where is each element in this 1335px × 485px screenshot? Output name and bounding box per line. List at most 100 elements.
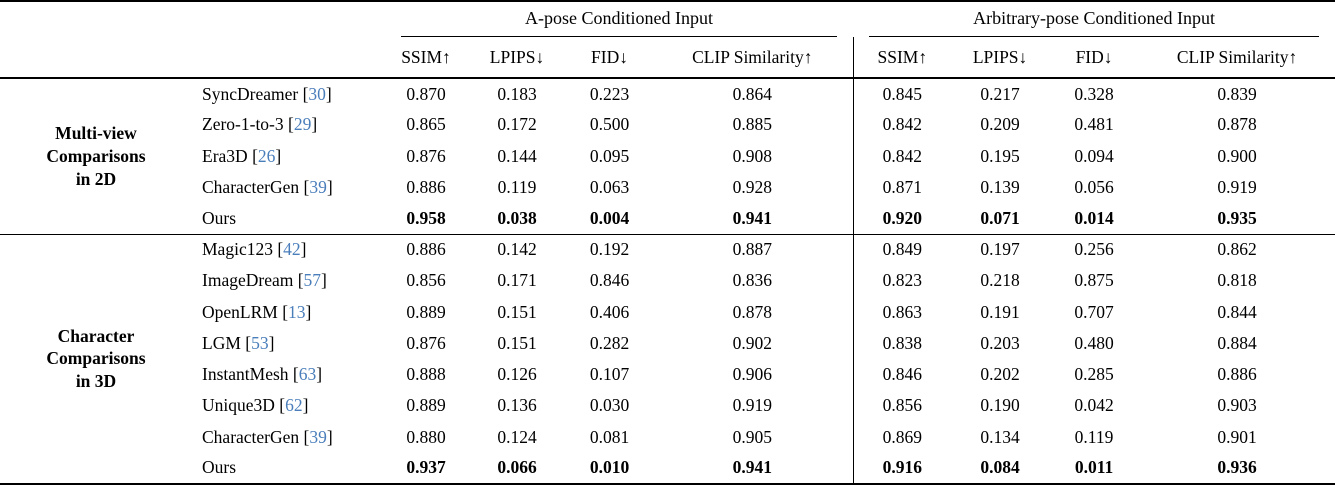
metric-value: 0.107 [589,364,630,385]
metric-value: 0.095 [589,145,630,166]
metric-value: 0.066 [497,457,537,478]
metric-value: 0.836 [732,270,772,291]
metric-value: 0.056 [1074,176,1114,197]
metric-value: 0.856 [852,390,952,422]
metric-value: 0.838 [852,327,952,359]
citation-bracket-open: [ [283,114,294,135]
metric-value: 0.889 [406,395,446,416]
method-cell: SyncDreamer [30] [192,78,385,109]
citation-bracket-close: ] [326,176,333,197]
table-header: A-pose Conditioned Input Arbitrary-pose … [0,1,1335,79]
citation-link[interactable]: 29 [293,114,312,135]
group-header-arbitrary: Arbitrary-pose Conditioned Input [853,1,1335,37]
row-group-label-line: Multi-view [55,123,137,144]
metric-header-arbitrary-2: FID↓ [1049,37,1140,79]
citation-link[interactable]: 53 [251,332,269,353]
metric-value: 0.849 [852,233,952,266]
citation-bracket-close: ] [302,395,309,416]
metric-value: 0.285 [1074,364,1114,385]
citation-bracket-close: ] [268,332,275,353]
metric-value: 0.480 [1074,332,1114,353]
metric-value: 0.094 [1074,145,1114,166]
group-header-arbitrary-rule: Arbitrary-pose Conditioned Input [869,6,1320,37]
metric-value: 0.004 [589,207,630,228]
metric-value: 0.038 [497,207,537,228]
metric-value: 0.839 [1217,83,1257,104]
table-row: CharacterGen [39] 0.880 0.124 0.081 0.905 0.8… [0,421,1335,453]
metric-value: 0.842 [852,140,952,172]
metric-value: 0.842 [852,109,952,141]
metric-value: 0.886 [385,233,467,266]
metric-value: 0.818 [1217,270,1257,291]
metric-value: 0.844 [1217,301,1257,322]
metric-value: 0.902 [732,332,772,353]
citation-bracket-open: [ [288,364,299,385]
method-name: InstantMesh [202,364,289,385]
citation-link[interactable]: 39 [309,176,327,197]
citation-link[interactable]: 39 [309,426,327,447]
metric-value: 0.901 [1217,426,1257,447]
table-row: Era3D [26] 0.876 0.144 0.095 0.908 0.842 0.195… [0,140,1335,172]
metric-value: 0.119 [1074,426,1114,447]
header-spacer-cell [0,1,385,37]
metric-value: 0.171 [497,270,537,291]
metric-value: 0.875 [1074,270,1114,291]
metric-value: 0.183 [497,83,537,104]
metric-value: 0.870 [406,83,446,104]
citation-link[interactable]: 62 [285,395,303,416]
citation-link[interactable]: 42 [283,239,301,260]
metric-value: 0.071 [980,207,1020,228]
metric-value: 0.928 [732,176,772,197]
citation-link[interactable]: 30 [308,83,326,104]
metric-value: 0.886 [406,176,446,197]
metric-value: 0.823 [852,265,952,297]
metric-value: 0.328 [1074,83,1114,104]
metric-value: 0.876 [406,145,446,166]
citation-link[interactable]: 13 [288,301,306,322]
row-group-label-line: Comparisons [46,348,146,369]
metric-value: 0.887 [652,233,854,266]
metric-value: 0.144 [497,145,537,166]
method-name: OpenLRM [202,301,278,322]
table-row: Ours 0.958 0.038 0.004 0.941 0.920 0.071 0.014 0… [0,202,1335,235]
metric-header-arbitrary-0: SSIM↑ [852,37,952,79]
table-body: Multi-view Comparisons in 2D SyncDreamer [3… [0,78,1335,484]
method-name: SyncDreamer [202,83,299,104]
metric-value: 0.941 [732,207,772,228]
citation-bracket-open: [ [272,239,284,260]
metric-header-arbitrary-1: LPIPS↓ [951,37,1050,79]
citation-bracket-close: ] [305,301,312,322]
metric-value: 0.136 [497,395,537,416]
table-row: Character Comparisons in 3D Magic123 [42] 0.… [0,233,1335,484]
metric-value: 0.202 [980,364,1020,385]
metric-value: 0.906 [732,364,772,385]
metric-value: 0.209 [980,114,1020,135]
method-name: Era3D [202,145,248,166]
citation-link[interactable]: 63 [298,364,317,385]
citation-bracket-open: [ [298,83,309,104]
table-row: Multi-view Comparisons in 2D SyncDreamer [3… [0,78,1335,189]
method-cell: Ours [192,203,385,234]
row-group-label-line: in 2D [75,168,117,189]
citation-bracket-close: ] [316,364,323,385]
metric-value: 0.063 [589,176,630,197]
metric-value: 0.908 [732,145,772,166]
citation-bracket-close: ] [325,83,332,104]
citation-link[interactable]: 57 [303,270,322,291]
citation-link[interactable]: 26 [257,145,276,166]
metric-value: 0.920 [852,202,952,235]
metric-value: 0.172 [497,114,537,135]
metric-value: 0.151 [497,301,537,322]
metric-header-apose-1: LPIPS↓ [467,37,567,79]
metric-value: 0.151 [497,332,537,353]
method-name: Unique3D [202,395,275,416]
metric-value: 0.919 [732,395,772,416]
metric-value: 0.878 [1217,114,1257,135]
table-row: InstantMesh [63] 0.888 0.126 0.107 0.906 0.84… [0,358,1335,391]
metric-value: 0.889 [406,301,446,322]
group-header-arbitrary-label: Arbitrary-pose Conditioned Input [973,8,1216,28]
row-group-label-line: Character [57,325,135,346]
method-name: ImageDream [202,270,294,291]
metric-header-apose-2: FID↓ [567,37,652,79]
metric-value: 0.139 [980,176,1020,197]
